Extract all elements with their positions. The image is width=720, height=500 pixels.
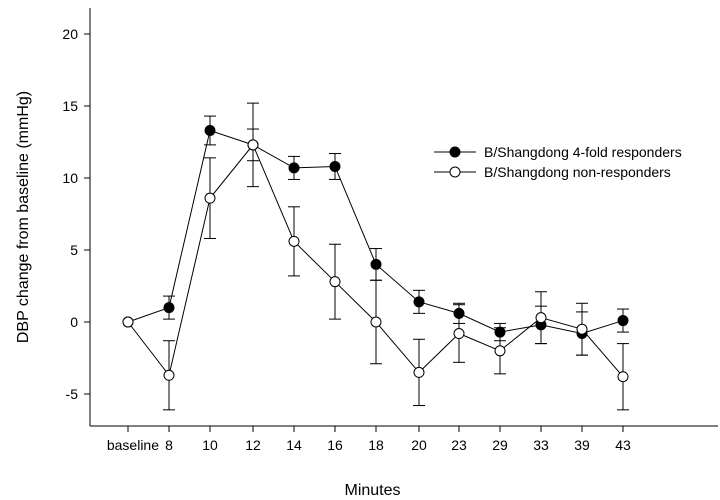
data-point xyxy=(413,366,425,378)
legend-label: B/Shangdong non-responders xyxy=(484,164,671,180)
y-tick-label: 20 xyxy=(62,26,78,42)
data-point xyxy=(163,369,175,381)
data-point xyxy=(329,276,341,288)
data-point xyxy=(122,316,134,328)
data-point xyxy=(617,315,629,327)
x-tick-label: 33 xyxy=(533,437,549,453)
x-tick-label: 10 xyxy=(202,437,218,453)
data-point xyxy=(204,124,216,136)
x-tick-label: 12 xyxy=(245,437,261,453)
x-tick-label: 16 xyxy=(327,437,343,453)
y-tick-label: 15 xyxy=(62,98,78,114)
x-tick-label: 29 xyxy=(492,437,508,453)
series-layer xyxy=(122,102,629,411)
legend-marker xyxy=(449,146,461,158)
data-point xyxy=(576,323,588,335)
data-point xyxy=(163,302,175,314)
x-tick-label: 8 xyxy=(165,437,173,453)
x-tick-label: 23 xyxy=(451,437,467,453)
data-point xyxy=(288,235,300,247)
y-tick-label: -5 xyxy=(66,386,79,402)
data-point xyxy=(453,328,465,340)
axes: -5 0 5 10 15 20 baseline 8 10 12 14 16 18 20 23 29 33 39 4… xyxy=(62,8,718,453)
legend: B/Shangdong 4-fold responders B/Shangdong… xyxy=(434,144,682,180)
series-2 xyxy=(122,102,629,411)
x-tick-label: 39 xyxy=(574,437,590,453)
data-point xyxy=(329,160,341,172)
y-axis-title: DBP change from baseline (mmHg) xyxy=(15,91,32,343)
data-point xyxy=(494,345,506,357)
x-tick-label: 14 xyxy=(286,437,302,453)
x-axis-title: Minutes xyxy=(344,482,400,499)
data-point xyxy=(413,296,425,308)
data-point xyxy=(288,162,300,174)
y-tick-label: 0 xyxy=(70,314,78,330)
legend-marker xyxy=(449,166,461,178)
x-tick-label: 20 xyxy=(411,437,427,453)
data-point xyxy=(247,139,259,151)
data-point xyxy=(370,316,382,328)
y-tick-label: 5 xyxy=(70,242,78,258)
x-tick-label: 43 xyxy=(615,437,631,453)
data-point xyxy=(617,371,629,383)
y-tick-label: 10 xyxy=(62,170,78,186)
data-point xyxy=(204,192,216,204)
data-point xyxy=(535,312,547,324)
data-point xyxy=(370,258,382,270)
legend-label: B/Shangdong 4-fold responders xyxy=(484,144,682,160)
x-tick-label: baseline xyxy=(107,437,159,453)
x-tick-label: 18 xyxy=(368,437,384,453)
